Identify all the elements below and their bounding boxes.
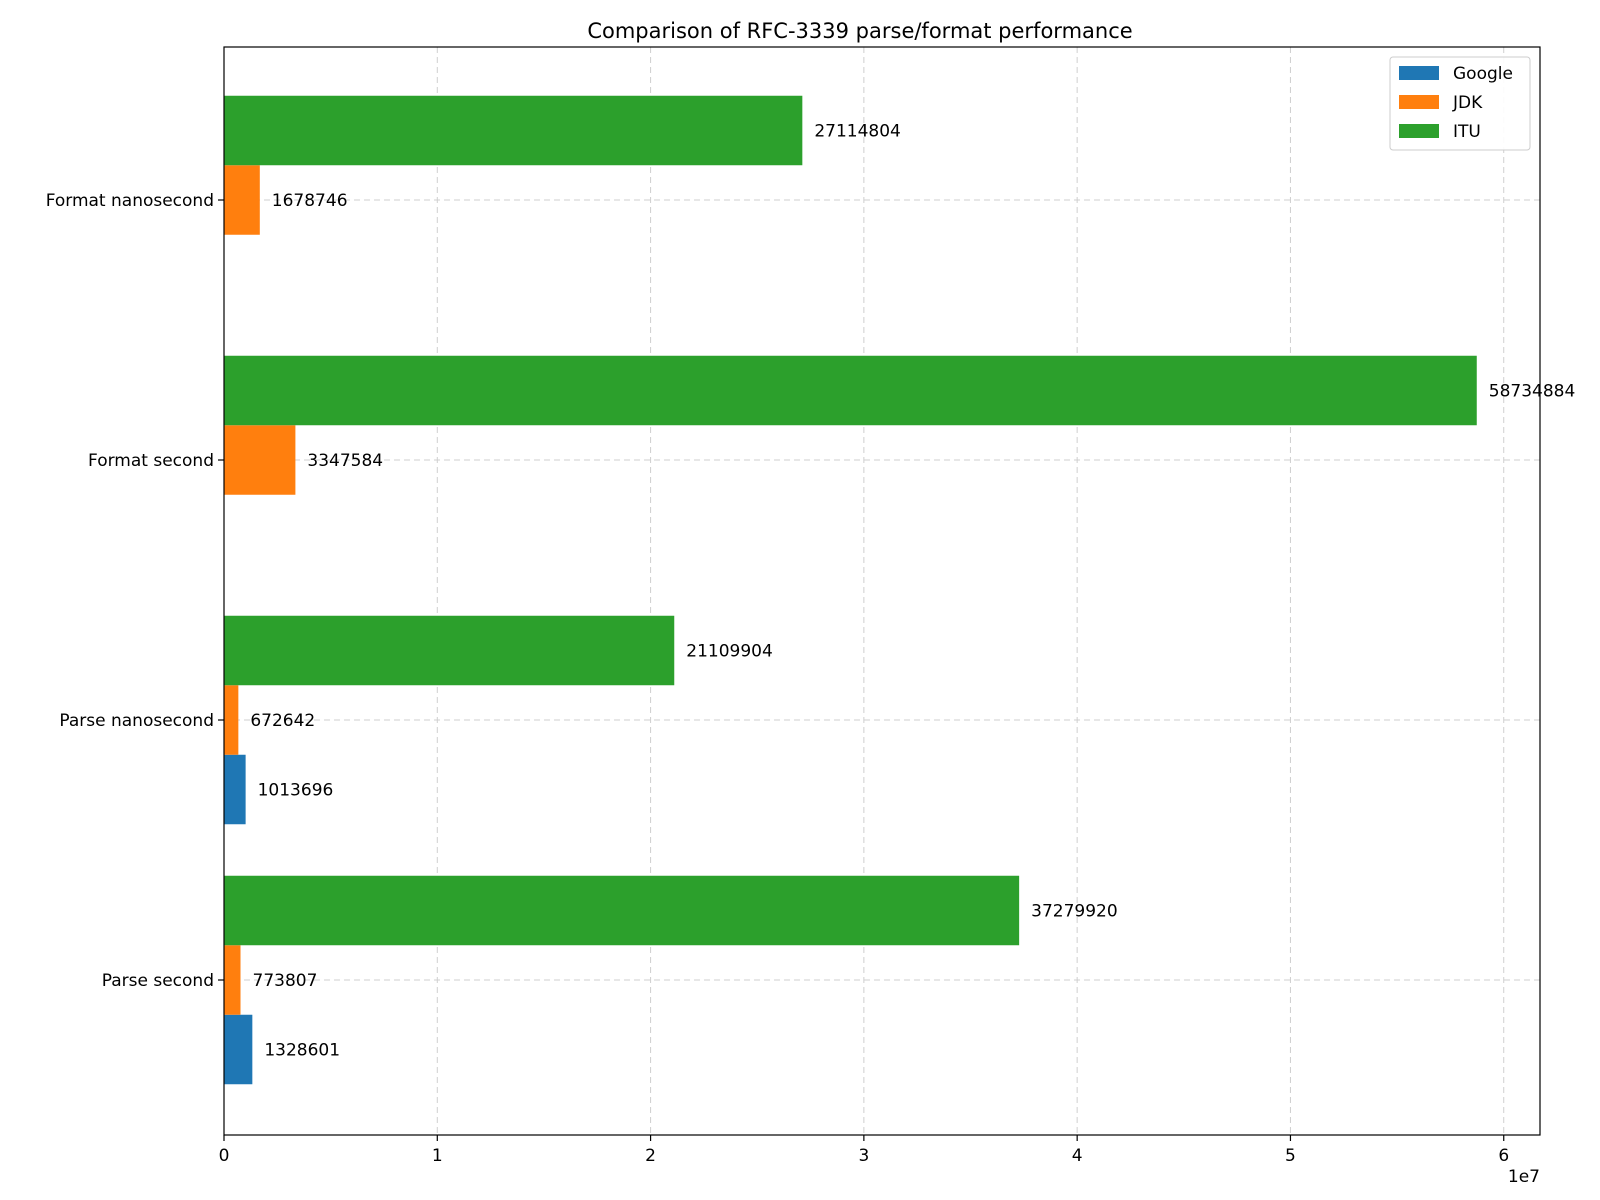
bars [224,95,1477,1085]
chart-title: Comparison of RFC-3339 parse/format perf… [587,19,1132,43]
bar-itu [224,355,1477,426]
y-axis: Parse second Parse nanosecond Format secon… [46,191,224,991]
x-tick-label: 4 [1072,1146,1083,1166]
data-labels: 1328601 1013696 773807 672642 3347584 1678746… [250,122,1575,1061]
data-label: 27114804 [814,122,901,142]
x-tick-label: 5 [1285,1146,1296,1166]
y-tick-label: Parse nanosecond [59,711,214,731]
data-label: 1013696 [258,781,334,801]
x-axis: 0 1 2 3 4 5 6 [219,1135,1509,1166]
bar-jdk [224,425,296,495]
bar-jdk [224,945,241,1015]
x-tick-label: 6 [1498,1146,1509,1166]
legend-label: ITU [1453,122,1481,142]
x-tick-label: 1 [432,1146,443,1166]
data-label: 773807 [253,971,318,991]
data-label: 1328601 [264,1041,340,1061]
legend-label: JDK [1452,93,1483,113]
bar-jdk [224,165,260,235]
bar-google [224,1014,253,1085]
data-label: 3347584 [307,451,383,471]
plot-frame [223,46,1541,1136]
bar-jdk [224,685,239,755]
data-label: 1678746 [272,191,348,211]
x-tick-label: 3 [858,1146,869,1166]
grid [223,47,1540,1135]
data-label: 58734884 [1489,382,1576,402]
data-label: 672642 [250,711,315,731]
y-tick-label: Format nanosecond [46,191,214,211]
data-label: 37279920 [1031,902,1118,922]
legend-swatch [1399,66,1439,80]
y-tick-label: Parse second [102,971,214,991]
legend-swatch [1399,124,1439,138]
bar-google [224,754,246,825]
legend-swatch [1399,95,1439,109]
bar-itu [224,95,803,166]
bar-itu [224,615,675,686]
legend-entries: Google JDK ITU [1399,64,1513,142]
y-tick-label: Format second [88,451,214,471]
x-offset-label: 1e7 [1508,1167,1540,1187]
x-tick-label: 0 [219,1146,230,1166]
data-label: 21109904 [686,642,773,662]
x-tick-label: 2 [645,1146,656,1166]
legend: Google JDK ITU [1389,56,1531,151]
bar-itu [224,875,1020,946]
legend-label: Google [1453,64,1513,84]
